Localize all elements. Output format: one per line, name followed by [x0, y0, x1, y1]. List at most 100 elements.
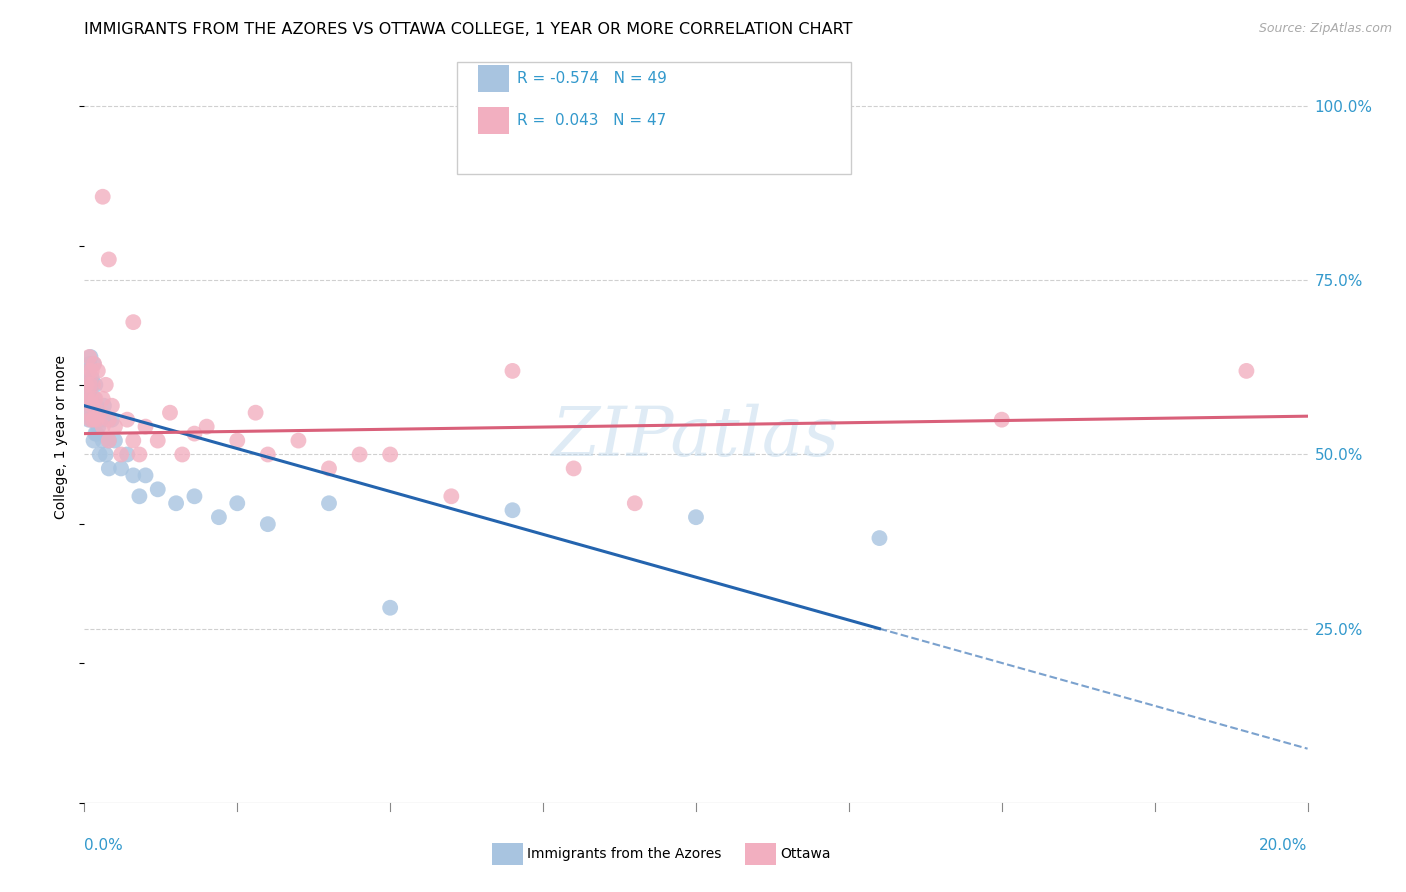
Point [104, 419, 127, 434]
Point [94, 448, 117, 462]
Point [82, 377, 104, 392]
Point [80, 364, 103, 378]
Point [135, 419, 157, 434]
Text: R = -0.574   N = 49: R = -0.574 N = 49 [517, 71, 668, 86]
Point [991, 412, 1014, 426]
Point [82, 399, 104, 413]
Point [195, 419, 218, 434]
Point [685, 510, 707, 524]
Point [77, 350, 100, 364]
Point [97, 412, 120, 426]
Point [110, 461, 132, 475]
Point [86, 426, 108, 441]
Point [79, 412, 101, 426]
Point [159, 406, 181, 420]
Point [75, 377, 97, 392]
Point [91, 412, 114, 426]
Point [77, 399, 100, 413]
Point [79, 392, 101, 406]
Point [77, 406, 100, 420]
Point [83, 357, 105, 371]
Point [318, 496, 340, 510]
Text: Immigrants from the Azores: Immigrants from the Azores [527, 847, 721, 861]
Point [97, 434, 120, 448]
Point [115, 412, 138, 426]
Point [87, 364, 110, 378]
Point [122, 315, 145, 329]
Point [84, 377, 107, 392]
Point [83, 412, 105, 426]
Point [146, 483, 169, 497]
Point [82, 377, 104, 392]
Point [349, 448, 371, 462]
Point [380, 600, 402, 615]
Point [80, 412, 103, 426]
Point [86, 412, 108, 426]
Point [257, 448, 280, 462]
Point [80, 371, 103, 385]
Text: 0.0%: 0.0% [84, 838, 124, 854]
Point [502, 503, 524, 517]
Point [77, 384, 100, 399]
Point [83, 392, 105, 406]
Point [257, 517, 280, 532]
Point [89, 448, 111, 462]
Text: IMMIGRANTS FROM THE AZORES VS OTTAWA COLLEGE, 1 YEAR OR MORE CORRELATION CHART: IMMIGRANTS FROM THE AZORES VS OTTAWA COL… [84, 22, 853, 37]
Point [624, 496, 647, 510]
Text: ZIPatlas: ZIPatlas [553, 404, 839, 470]
Point [97, 461, 120, 475]
Point [226, 434, 249, 448]
Point [83, 434, 105, 448]
Point [165, 496, 187, 510]
Point [86, 399, 108, 413]
Y-axis label: College, 1 year or more: College, 1 year or more [55, 355, 69, 519]
Point [101, 412, 124, 426]
Text: Ottawa: Ottawa [780, 847, 831, 861]
Point [87, 406, 110, 420]
Point [208, 510, 231, 524]
Point [104, 434, 127, 448]
Point [79, 392, 101, 406]
Point [245, 406, 267, 420]
Point [93, 399, 115, 413]
Point [146, 434, 169, 448]
Point [1236, 364, 1258, 378]
Point [183, 426, 205, 441]
Point [91, 434, 114, 448]
Point [122, 468, 145, 483]
Point [91, 419, 114, 434]
Point [79, 350, 101, 364]
Point [97, 434, 120, 448]
Point [83, 357, 105, 371]
Point [79, 377, 101, 392]
Text: 20.0%: 20.0% [1260, 838, 1308, 854]
Point [75, 377, 97, 392]
Point [77, 357, 100, 371]
Point [75, 392, 97, 406]
Point [128, 448, 150, 462]
Point [76, 392, 98, 406]
Point [380, 448, 402, 462]
Point [77, 364, 100, 378]
Point [318, 461, 340, 475]
Point [440, 489, 463, 503]
Point [84, 426, 107, 441]
Point [94, 377, 117, 392]
Point [110, 448, 132, 462]
Point [79, 406, 101, 420]
Point [82, 399, 104, 413]
Point [128, 489, 150, 503]
Point [76, 364, 98, 378]
Point [226, 496, 249, 510]
Point [84, 392, 107, 406]
Point [77, 412, 100, 426]
Point [83, 412, 105, 426]
Point [122, 434, 145, 448]
Point [91, 392, 114, 406]
Point [287, 434, 309, 448]
Point [135, 468, 157, 483]
Point [91, 190, 114, 204]
Text: Source: ZipAtlas.com: Source: ZipAtlas.com [1258, 22, 1392, 36]
Point [502, 364, 524, 378]
Point [101, 399, 124, 413]
